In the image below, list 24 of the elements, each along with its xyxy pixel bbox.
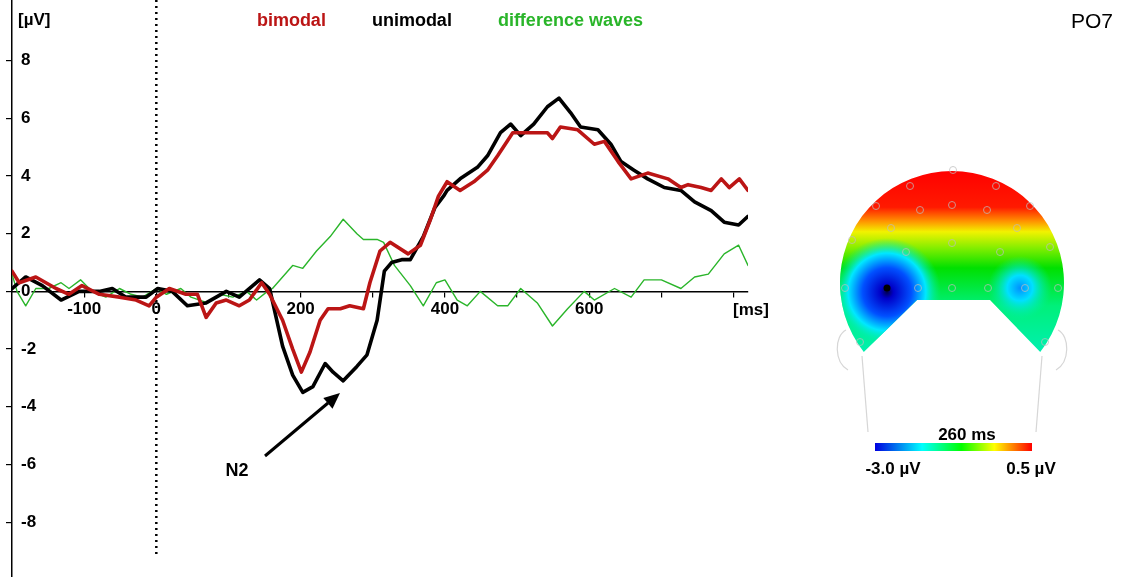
- text: difference waves: [497, 9, 643, 30]
- y-tick-label: -2: [21, 338, 37, 358]
- text: -3.0 µV: [865, 458, 921, 478]
- x-tick-label: 200: [286, 299, 315, 319]
- y-tick-label: -8: [21, 511, 37, 531]
- y-axis-title: [µV]: [18, 9, 51, 29]
- text: 260 ms: [938, 424, 996, 444]
- x-tick-label: 0: [151, 299, 162, 319]
- x-axis-title: [ms]: [733, 300, 769, 320]
- y-tick-label: -6: [21, 454, 37, 474]
- y-tick-label: 4: [21, 165, 31, 185]
- y-tick-label: 2: [21, 223, 31, 243]
- text: 0.5 µV: [1006, 458, 1056, 478]
- text: bimodal: [256, 9, 326, 30]
- y-tick-label: 8: [21, 50, 31, 70]
- text: unimodal: [371, 9, 452, 30]
- annotation: N2: [225, 460, 249, 480]
- x-tick-label: 400: [430, 299, 460, 319]
- y-tick-label: -4: [21, 396, 37, 416]
- text: PO7: [1070, 8, 1113, 32]
- y-tick-label: 0: [21, 281, 31, 301]
- x-tick-label: 600: [575, 299, 604, 319]
- x-tick-label: -100: [67, 299, 102, 319]
- y-tick-label: 6: [21, 107, 31, 127]
